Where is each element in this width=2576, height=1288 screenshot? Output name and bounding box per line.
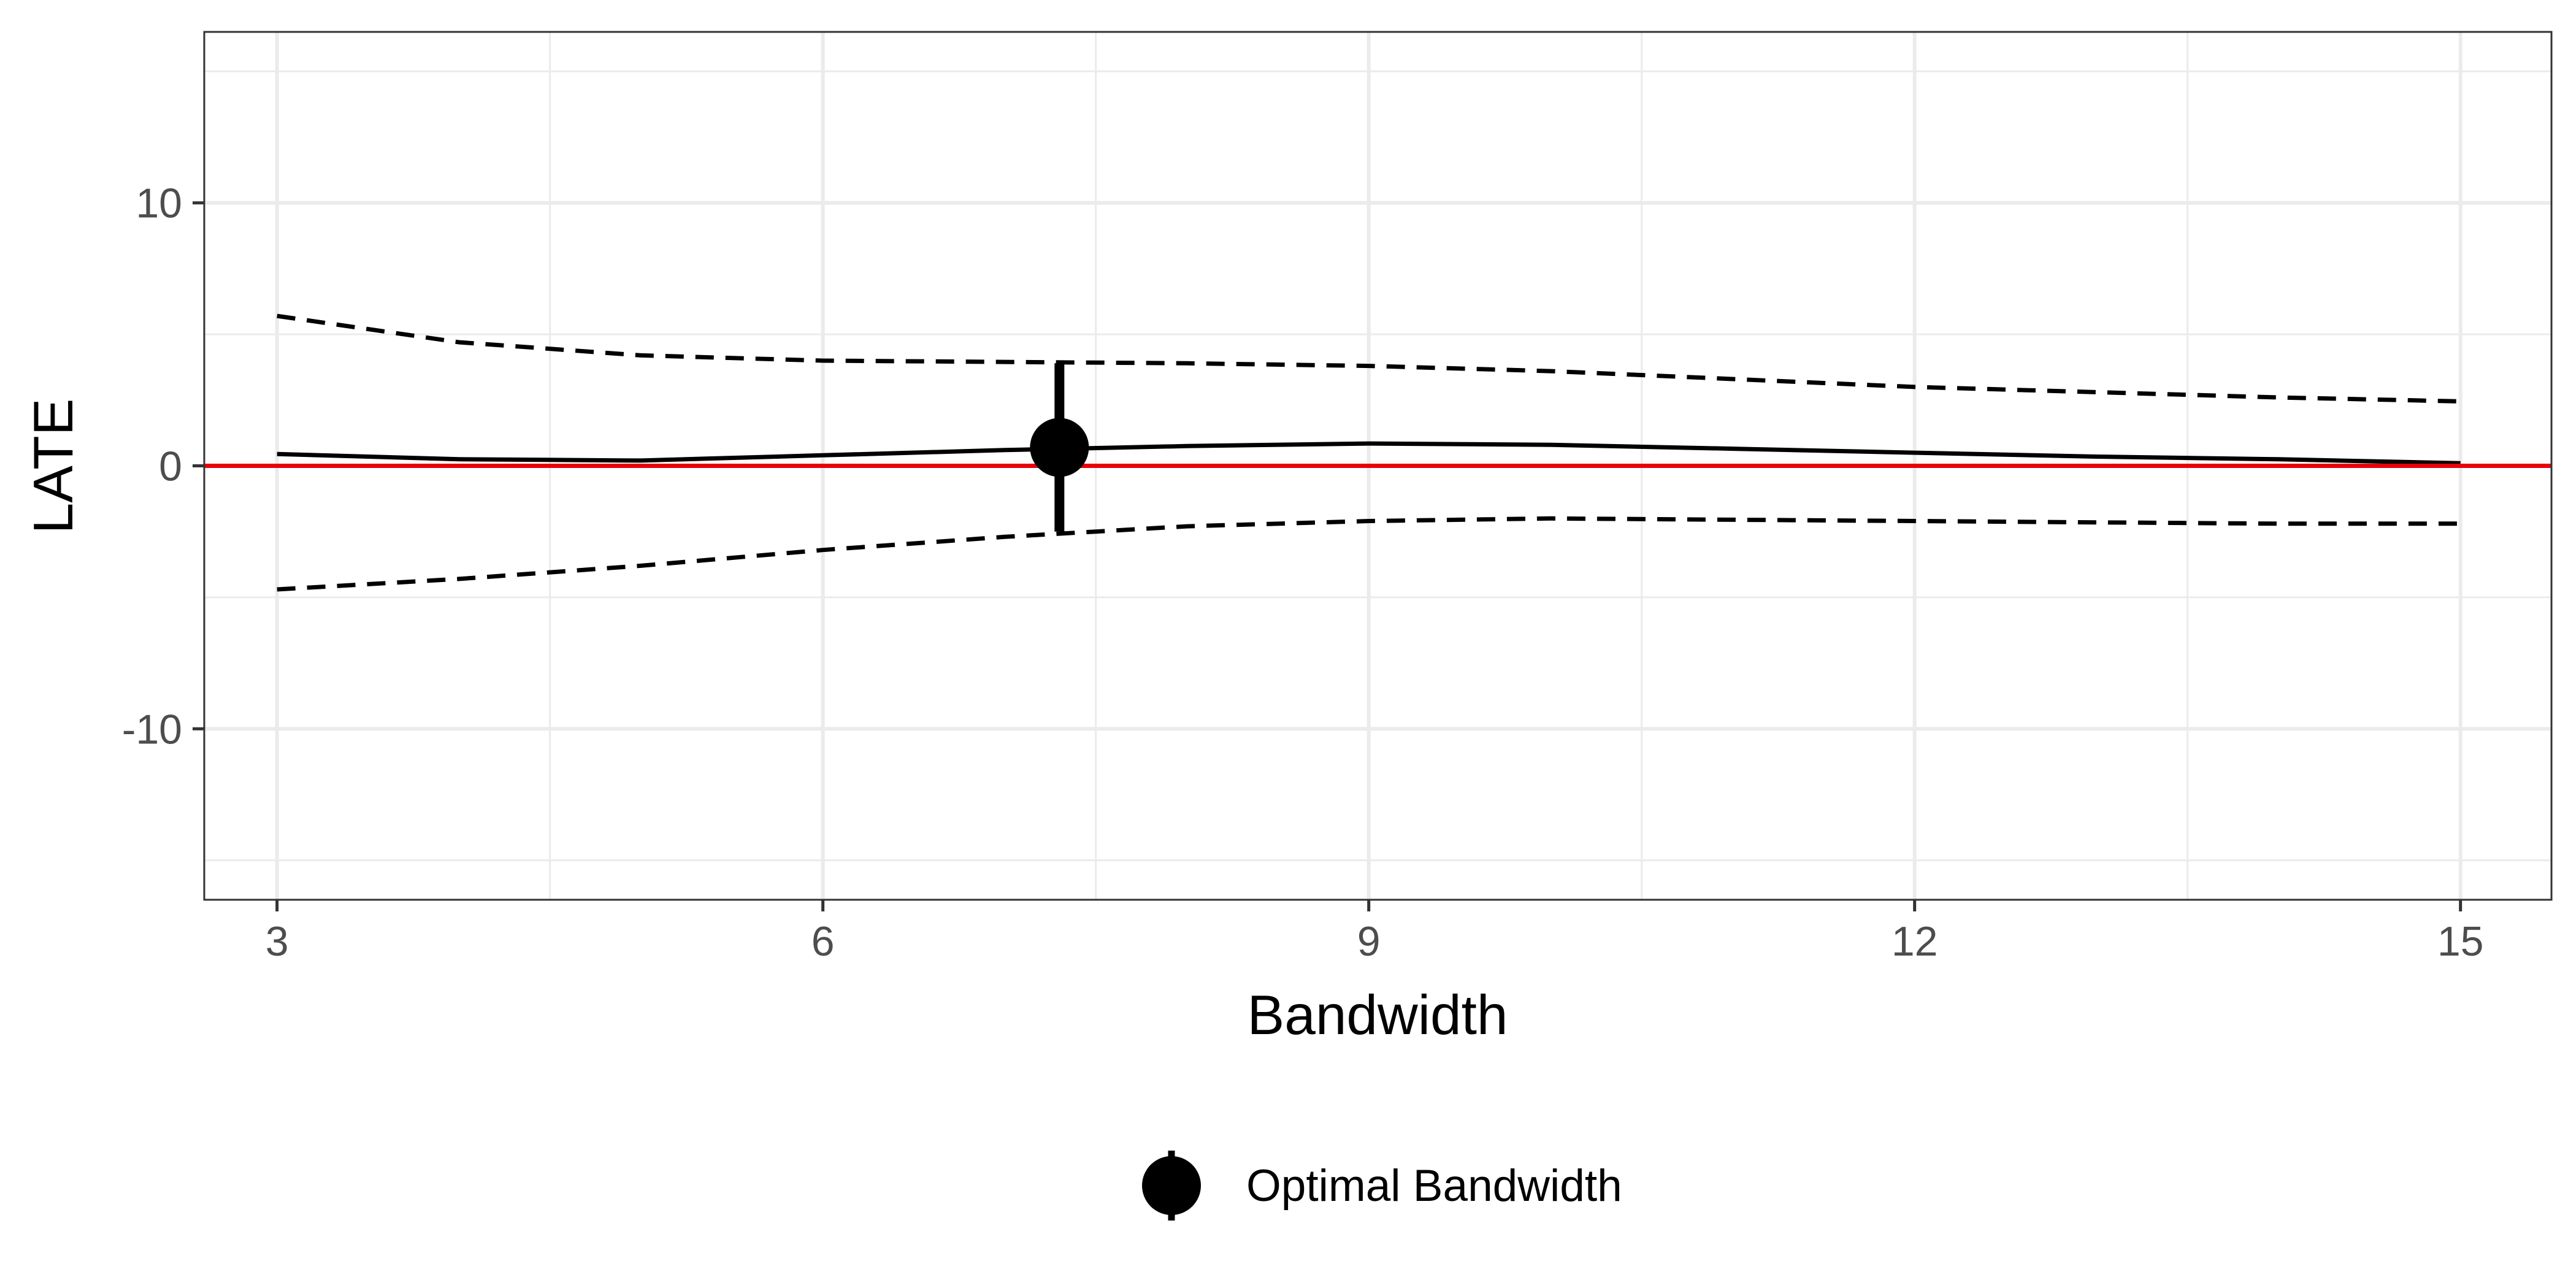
plot-panel — [203, 31, 2553, 901]
x-tick-label: 3 — [266, 918, 289, 965]
late-estimate-line — [277, 441, 2461, 466]
series-layer — [277, 313, 2461, 592]
optimal-point-layer — [1030, 363, 1089, 532]
legend-label-optimal-bandwidth: Optimal Bandwidth — [1246, 1161, 1622, 1211]
x-tick-label: 12 — [1892, 918, 1938, 965]
optimal-point — [1030, 418, 1089, 477]
x-tick-label: 9 — [1357, 918, 1381, 965]
y-tick-label: 10 — [136, 180, 182, 227]
y-axis-title: LATE — [23, 399, 85, 534]
y-tick-label: 0 — [159, 443, 182, 490]
x-axis-title: Bandwidth — [1248, 984, 1508, 1046]
x-axis: 3 6 9 12 15 — [266, 900, 2484, 965]
y-tick-label: -10 — [122, 706, 182, 753]
x-tick-label: 6 — [811, 918, 835, 965]
y-axis: -10 0 10 — [122, 180, 204, 753]
legend: Optimal Bandwidth — [1142, 1151, 1622, 1221]
ci-bound-line-1 — [277, 313, 2461, 404]
ci-bound-line-2 — [277, 516, 2461, 592]
legend-key — [1142, 1151, 1201, 1221]
minor-gridlines — [204, 32, 2551, 900]
legend-point — [1142, 1156, 1201, 1215]
x-tick-label: 15 — [2437, 918, 2484, 965]
